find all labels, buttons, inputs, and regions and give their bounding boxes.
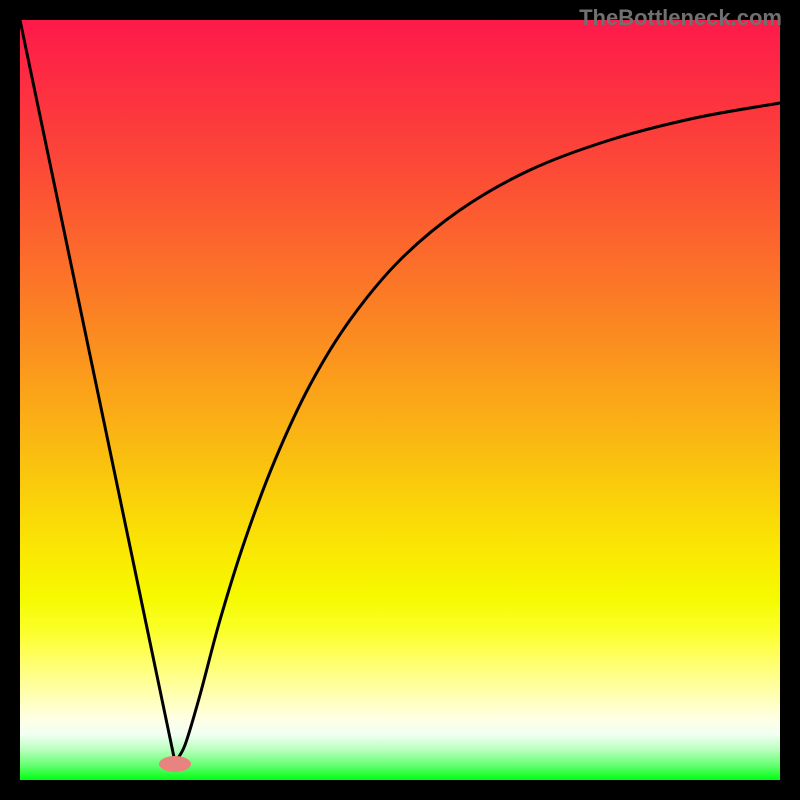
watermark-text: TheBottleneck.com [579,5,782,31]
plot-background [20,20,780,780]
bottleneck-chart: TheBottleneck.com [0,0,800,800]
chart-svg [0,0,800,800]
minimum-marker [159,756,191,772]
